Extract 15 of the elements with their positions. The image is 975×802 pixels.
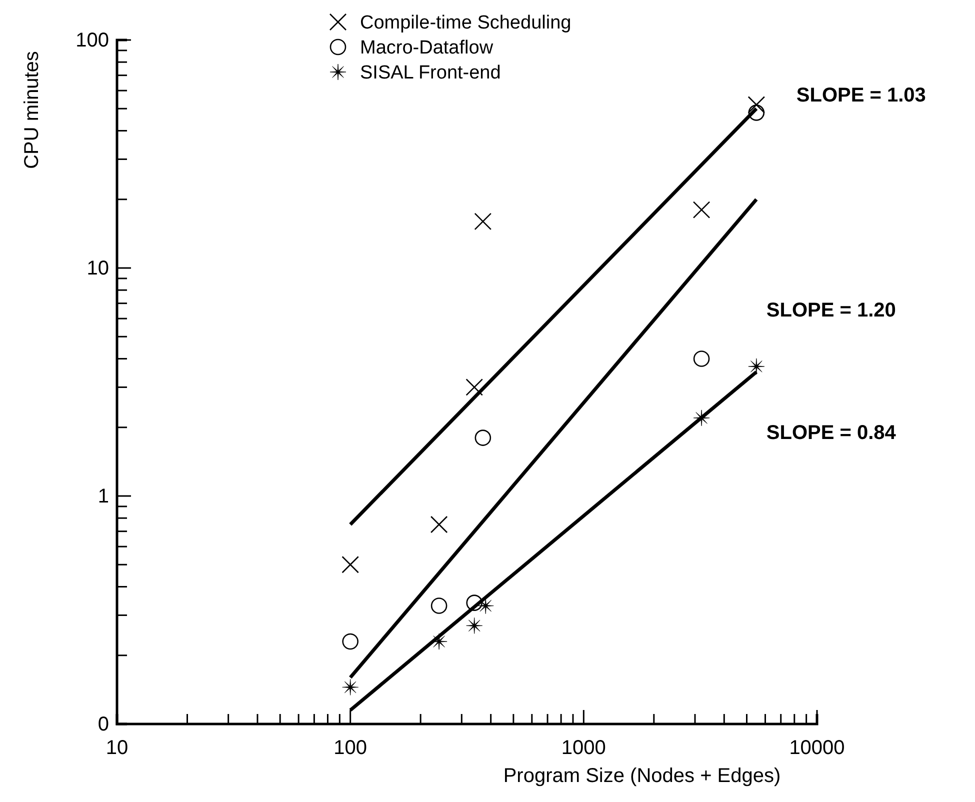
y-axis-title: CPU minutes [21,51,43,169]
annotation: SLOPE = 0.84 [766,422,897,444]
y-tick-label: 0 [98,713,109,736]
legend-label: Compile-time Scheduling [360,12,572,34]
x-tick-label: 100 [334,737,368,760]
y-tick-label: 100 [76,29,109,52]
annotation: SLOPE = 1.03 [796,84,926,107]
x-tick-label: 1000 [561,737,606,760]
annotation: SLOPE = 1.20 [766,299,896,322]
legend-label: SISAL Front-end [360,62,501,84]
y-tick-label: 1 [98,485,109,508]
legend-label: Macro-Dataflow [360,38,494,59]
x-tick-label: 10000 [789,737,845,760]
y-tick-label: 10 [86,257,109,280]
x-axis-title: Program Size (Nodes + Edges) [503,765,781,787]
